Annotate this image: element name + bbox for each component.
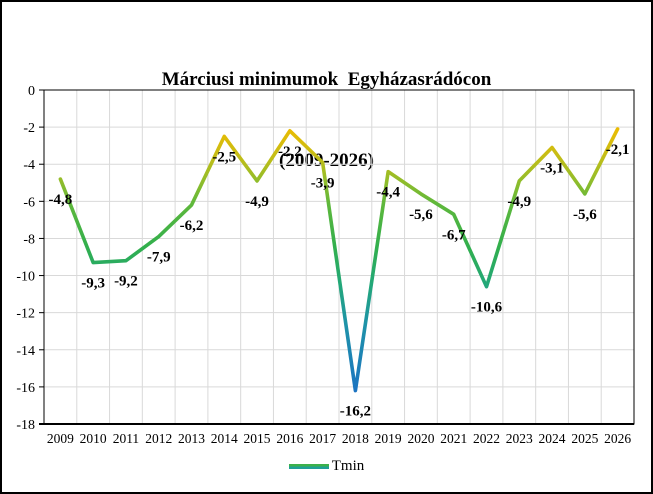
tmin-series-line xyxy=(58,127,620,393)
x-tick-label: 2017 xyxy=(309,431,336,446)
legend-label: Tmin xyxy=(331,458,365,474)
x-tick-label: 2023 xyxy=(506,431,533,446)
x-tick-label: 2024 xyxy=(539,431,566,446)
y-tick-label: 0 xyxy=(28,84,35,99)
data-labels: -4,8 -9,3 -9,2 -7,9 -6,2 -2,5 -4,9 -2,2 -3,9 -16,… xyxy=(49,142,630,420)
data-label: -5,6 xyxy=(573,207,597,223)
x-tick-label: 2014 xyxy=(211,431,238,446)
x-tick-label: 2009 xyxy=(47,431,74,446)
x-tick-label: 2020 xyxy=(407,431,434,446)
data-label: -2,1 xyxy=(606,142,630,158)
y-tick-label: -18 xyxy=(16,418,35,433)
y-tick-label: -14 xyxy=(16,344,35,359)
data-label: -4,9 xyxy=(245,194,269,210)
data-label: -6,7 xyxy=(442,227,466,243)
x-tick-label: 2011 xyxy=(113,431,140,446)
y-tick-label: -10 xyxy=(16,270,35,285)
y-axis-labels: 0 -2 -4 -6 -8 -10 -12 -14 -16 -18 xyxy=(16,84,44,433)
data-label: -2,2 xyxy=(278,144,302,160)
data-label: -3,1 xyxy=(540,161,564,177)
y-tick-label: -12 xyxy=(16,307,35,322)
y-tick-label: -8 xyxy=(23,232,35,247)
x-tick-label: 2016 xyxy=(276,431,303,446)
x-tick-label: 2021 xyxy=(440,431,467,446)
x-tick-label: 2012 xyxy=(145,431,172,446)
chart-title-block: Márciusi minimumok Egyházasrádócon (2009… xyxy=(2,12,651,228)
x-tick-label: 2026 xyxy=(604,431,631,446)
data-label: -9,2 xyxy=(114,274,138,290)
x-tick-label: 2018 xyxy=(342,431,369,446)
x-tick-label: 2022 xyxy=(473,431,500,446)
data-label: -9,3 xyxy=(81,276,105,292)
x-tick-label: 2013 xyxy=(178,431,205,446)
y-tick-label: -16 xyxy=(16,381,35,396)
chart-subtitle: (2009-2026) xyxy=(279,150,374,171)
x-axis-labels: 2009 2010 2011 2012 2013 2014 2015 2016 2017 2018… xyxy=(47,431,631,446)
x-tick-label: 2019 xyxy=(375,431,402,446)
data-label: -4,8 xyxy=(49,192,73,208)
x-tick-label: 2025 xyxy=(571,431,598,446)
data-label: -16,2 xyxy=(340,404,371,420)
data-label: -4,9 xyxy=(507,194,531,210)
data-label: -10,6 xyxy=(471,300,503,316)
legend-line-icon xyxy=(288,464,329,469)
x-tick-label: 2015 xyxy=(244,431,271,446)
data-label: -6,2 xyxy=(180,218,204,234)
data-label: -7,9 xyxy=(147,250,171,266)
data-label: -4,4 xyxy=(376,185,400,201)
chart-title: Márciusi minimumok Egyházasrádócon xyxy=(161,69,492,90)
x-tick-label: 2010 xyxy=(80,431,107,446)
legend: Tmin xyxy=(2,458,651,475)
y-tick-label: -4 xyxy=(23,158,35,173)
data-label: -5,6 xyxy=(409,207,433,223)
y-tick-label: -6 xyxy=(23,195,35,210)
data-label: -2,5 xyxy=(212,149,236,165)
data-label: -3,9 xyxy=(311,175,335,191)
y-tick-label: -2 xyxy=(23,121,35,136)
